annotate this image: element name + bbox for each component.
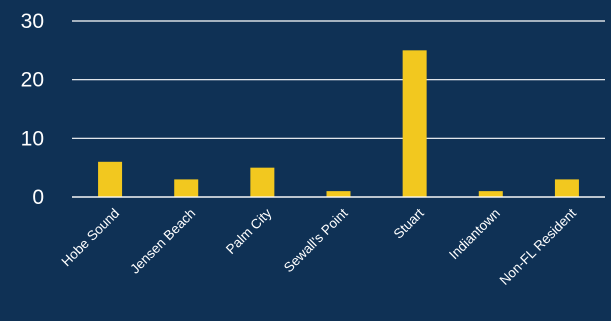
bars (72, 50, 605, 198)
category-label-non-fl-resident: Non-FL Resident (497, 205, 580, 288)
bar-hobe-sound (98, 161, 123, 197)
category-label-palm-city: Palm City (223, 205, 275, 257)
y-tick-label-30: 30 (21, 10, 44, 33)
bar-non-fl-resident (554, 179, 579, 197)
bar-indiantown (478, 191, 503, 197)
y-axis-tick-labels: 0 10 20 30 (21, 10, 44, 209)
bar-stuart (402, 50, 427, 198)
bar-palm-city (250, 167, 275, 197)
x-axis-category-labels: Hobe Sound Jensen Beach Palm City Sewall's … (59, 205, 580, 288)
grid-lines (72, 20, 605, 198)
bar-jensen-beach (174, 179, 199, 197)
category-label-jensen-beach: Jensen Beach (127, 206, 198, 277)
y-tick-label-20: 20 (21, 69, 44, 92)
bar-sewall-s-point (326, 191, 351, 197)
category-label-indiantown: Indiantown (446, 206, 503, 263)
category-label-hobe-sound: Hobe Sound (59, 206, 123, 270)
y-tick-label-10: 10 (21, 127, 44, 150)
category-label-stuart: Stuart (391, 205, 427, 241)
y-tick-label-0: 0 (32, 186, 44, 209)
category-label-sewall-s-point: Sewall's Point (281, 205, 351, 275)
